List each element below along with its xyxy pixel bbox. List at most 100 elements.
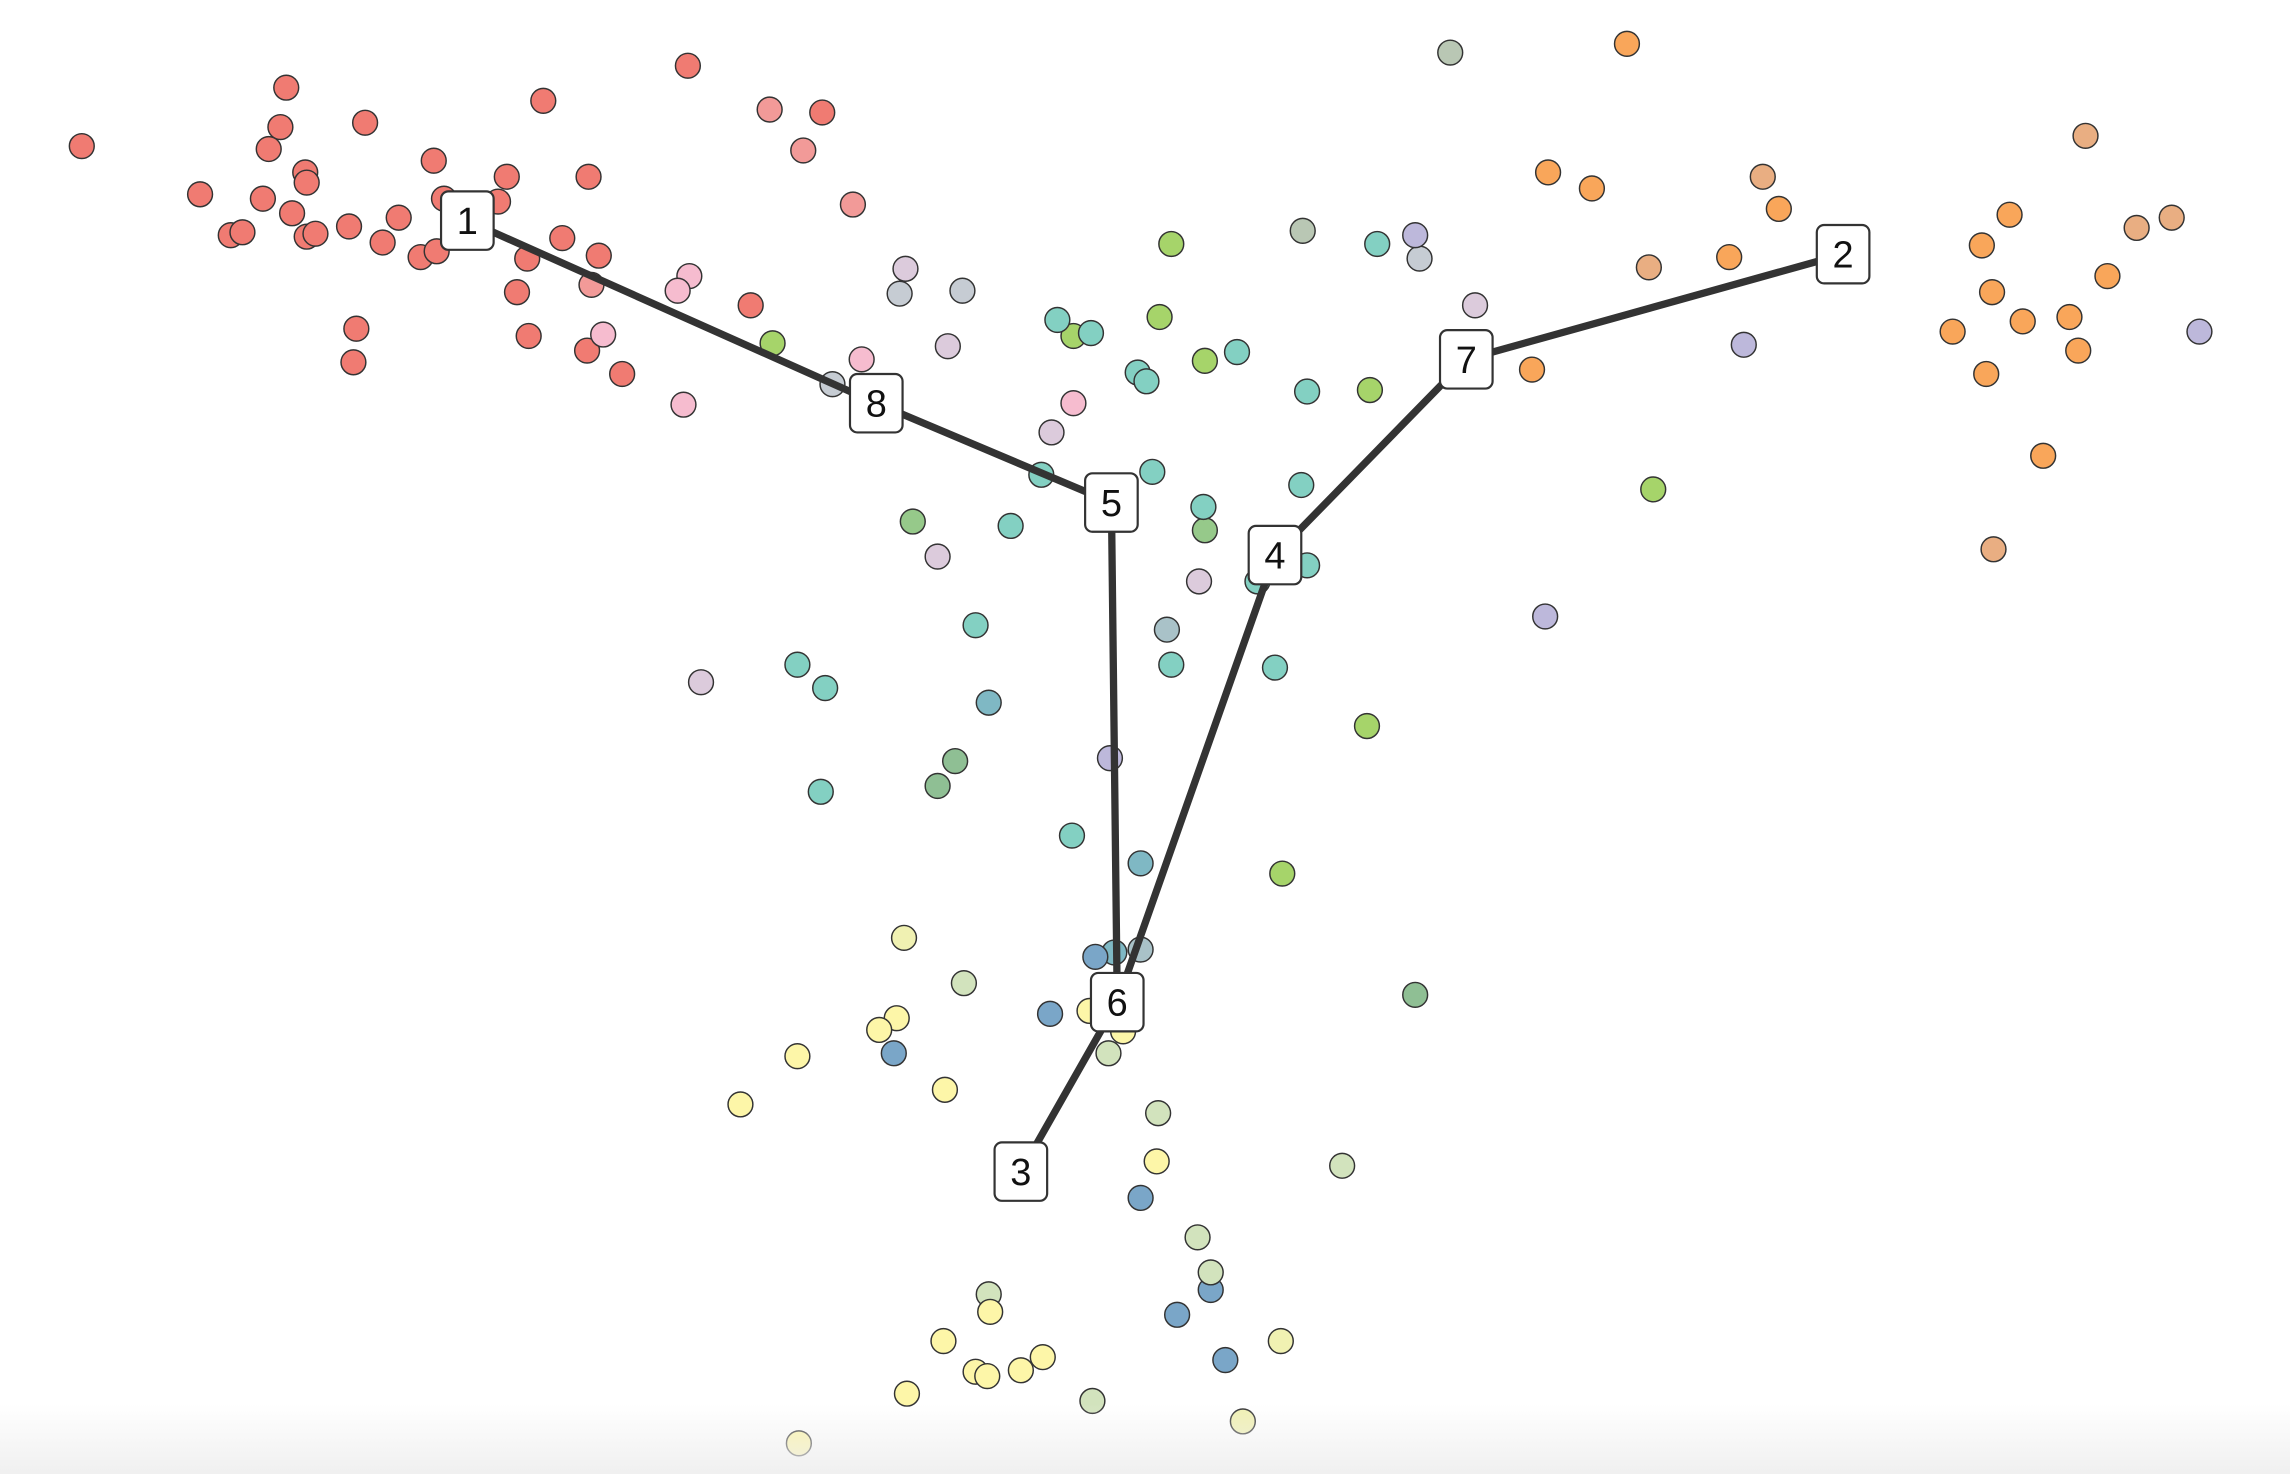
scatter-point bbox=[2009, 308, 2036, 335]
scatter-point bbox=[1364, 230, 1391, 258]
scatter-point bbox=[493, 163, 520, 190]
scatter-point bbox=[997, 512, 1024, 540]
scatter-point bbox=[950, 970, 978, 997]
node-label: 7 bbox=[1456, 340, 1477, 382]
trajectory-edge-7-2 bbox=[1462, 250, 1847, 364]
trajectory-node-3: 3 bbox=[993, 1141, 1049, 1202]
scatter-point bbox=[890, 924, 918, 952]
scatter-point bbox=[1765, 195, 1792, 223]
scatter-point bbox=[1968, 232, 1995, 259]
scatter-point bbox=[1229, 1408, 1256, 1435]
scatter-point bbox=[1293, 378, 1321, 405]
scatter-point bbox=[1158, 651, 1185, 678]
scatter-point bbox=[369, 229, 396, 256]
scatter-point bbox=[503, 279, 531, 306]
scatter-point bbox=[609, 360, 636, 388]
scatter-point bbox=[1095, 1040, 1122, 1067]
scatter-point bbox=[575, 163, 602, 190]
scatter-point bbox=[1077, 319, 1105, 347]
trajectory-node-7: 7 bbox=[1438, 329, 1494, 390]
node-box bbox=[439, 190, 495, 251]
scatter-point bbox=[1143, 1148, 1170, 1175]
node-box bbox=[848, 372, 904, 434]
node-box bbox=[1815, 223, 1871, 285]
scatter-point bbox=[1402, 981, 1429, 1008]
scatter-point bbox=[68, 132, 95, 160]
scatter-point bbox=[1184, 1224, 1211, 1251]
scatter-point bbox=[977, 1298, 1004, 1325]
scatter-point bbox=[1007, 1357, 1035, 1384]
scatter-point bbox=[1749, 163, 1776, 190]
node-label: 2 bbox=[1833, 235, 1854, 277]
scatter-point bbox=[1980, 536, 2007, 563]
scatter-point bbox=[1996, 201, 2023, 228]
scatter-point bbox=[1190, 493, 1217, 521]
scatter-point bbox=[974, 1362, 1001, 1390]
scatter-point bbox=[1329, 1152, 1356, 1179]
trajectory-edge-4-7 bbox=[1271, 355, 1470, 559]
scatter-point bbox=[1288, 471, 1315, 499]
scatter-point bbox=[756, 96, 783, 123]
scatter-point bbox=[1261, 654, 1289, 681]
scatter-point bbox=[941, 747, 969, 775]
scatter-point bbox=[1127, 850, 1154, 877]
scatter-point bbox=[1978, 279, 2006, 306]
scatter-point bbox=[1079, 1387, 1106, 1415]
scatter-point bbox=[1158, 230, 1185, 258]
scatter-point bbox=[420, 147, 447, 174]
scatter-point bbox=[664, 277, 691, 304]
scatter-point bbox=[585, 242, 612, 269]
scatter-point bbox=[1145, 1100, 1172, 1127]
node-label: 1 bbox=[457, 201, 478, 243]
scatter-point bbox=[1939, 318, 1966, 345]
scatter-point bbox=[1635, 254, 1663, 281]
scatter-point bbox=[1223, 338, 1251, 366]
node-label: 8 bbox=[866, 384, 887, 426]
scatter-point bbox=[229, 219, 256, 246]
node-label: 6 bbox=[1107, 983, 1128, 1025]
node-box bbox=[993, 1141, 1049, 1202]
edges-layer bbox=[463, 216, 1847, 1176]
scatter-point bbox=[1153, 616, 1181, 643]
scatter-point bbox=[1212, 1346, 1239, 1374]
scatter-point bbox=[590, 321, 617, 348]
scatter-point bbox=[1353, 712, 1381, 740]
scatter-point bbox=[807, 778, 834, 805]
scatter-point bbox=[2065, 337, 2092, 364]
scatter-point bbox=[273, 74, 300, 101]
scatter-point bbox=[2186, 318, 2213, 345]
scatter-point bbox=[1058, 822, 1086, 849]
scatter-point bbox=[1185, 568, 1213, 595]
scatter-point bbox=[934, 333, 961, 360]
scatter-point bbox=[1127, 1184, 1154, 1212]
scatter-point bbox=[924, 543, 951, 570]
scatter-point bbox=[886, 280, 913, 307]
trajectory-node-8: 8 bbox=[848, 372, 904, 434]
scatter-point bbox=[975, 689, 1002, 716]
scatter-point bbox=[931, 1076, 959, 1103]
scatter-point bbox=[278, 200, 306, 227]
nodes-layer: 1 2 3 4 5 6 7 8 bbox=[439, 190, 1871, 1202]
scatter-point bbox=[1082, 943, 1109, 971]
scatter-point bbox=[267, 113, 294, 141]
scatter-point bbox=[784, 1043, 811, 1070]
scatter-point bbox=[687, 669, 715, 696]
scatter-point bbox=[1730, 331, 1757, 358]
scatter-point bbox=[962, 612, 989, 639]
scatter-point bbox=[249, 185, 277, 212]
scatter-point bbox=[1532, 603, 1559, 630]
scatter-point bbox=[1197, 1259, 1224, 1286]
scatter-point bbox=[1146, 303, 1173, 331]
trajectory-node-4: 4 bbox=[1247, 524, 1303, 586]
scatter-point bbox=[1578, 175, 1606, 202]
scatter-point bbox=[293, 169, 320, 196]
scatter-point bbox=[1139, 458, 1166, 486]
scatter-point bbox=[949, 277, 976, 304]
scatter-point bbox=[2158, 204, 2185, 231]
scatter-point bbox=[343, 315, 370, 342]
scatter-point bbox=[1437, 39, 1464, 66]
scatter-point bbox=[1402, 222, 1429, 249]
scatter-point bbox=[1716, 243, 1743, 271]
scatter-point bbox=[1029, 1343, 1056, 1371]
